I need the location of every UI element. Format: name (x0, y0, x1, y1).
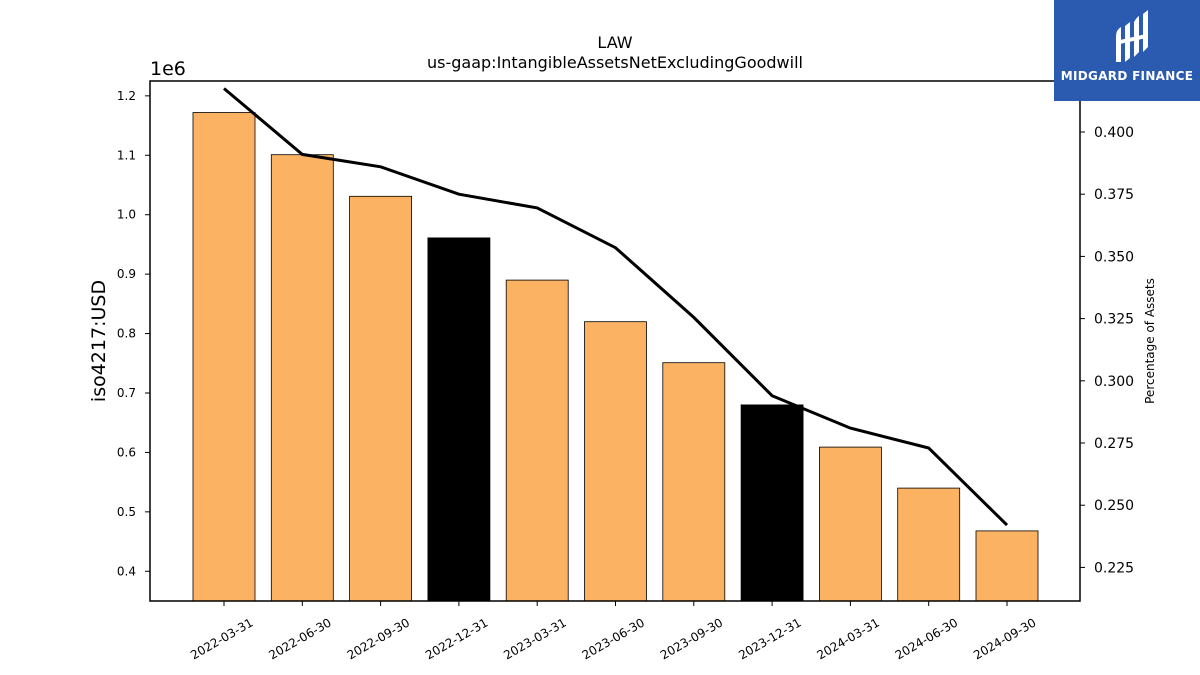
chart-subtitle: us-gaap:IntangibleAssetsNetExcludingGood… (427, 53, 803, 72)
y-tick-label: 0.5 (117, 505, 136, 519)
y2-tick-label: 0.325 (1094, 312, 1134, 328)
x-tick-label: 2022-06-30 (266, 615, 333, 662)
x-tick-label: 2023-09-30 (658, 615, 725, 662)
x-tick-label: 2024-06-30 (893, 615, 960, 662)
bar-2023-09-30 (662, 362, 726, 602)
bar-2023-03-31 (505, 279, 569, 602)
y-tick-label: 1.0 (117, 208, 136, 222)
y2-tick-label: 0.275 (1094, 436, 1134, 452)
logo-text: MIDGARD FINANCE (1060, 69, 1194, 83)
chart-title: LAW (597, 33, 632, 52)
y-tick-label: 1.2 (117, 89, 136, 103)
bar-2022-12-31 (427, 237, 491, 602)
y2-tick-label: 0.300 (1094, 374, 1134, 390)
y2-tick-label: 0.250 (1094, 498, 1134, 514)
x-tick-label: 2024-09-30 (971, 615, 1038, 662)
y-tick-label: 0.8 (117, 327, 136, 341)
x-tick-label: 2023-06-30 (580, 615, 647, 662)
bar-2022-03-31 (192, 112, 256, 602)
y2-tick-label: 0.375 (1094, 187, 1134, 203)
bar-2022-06-30 (270, 154, 334, 602)
x-tick-label: 2022-03-31 (188, 615, 255, 662)
x-axis-ticks: 2022-03-31 2022-06-30 2022-09-30 2022-12-31… (188, 601, 1039, 662)
bars-group (192, 112, 1039, 602)
y2-tick-label: 0.225 (1094, 560, 1134, 576)
bar-2022-09-30 (349, 195, 413, 602)
y2-axis-label: Percentage of Assets (1143, 278, 1157, 404)
y-tick-label: 0.4 (117, 564, 136, 578)
y-tick-label: 0.9 (117, 267, 136, 281)
percentage-line (223, 87, 1009, 527)
bar-2023-06-30 (584, 321, 647, 602)
logo-badge: MIDGARD FINANCE (1054, 0, 1200, 101)
line-group (223, 87, 1009, 527)
y2-tick-label: 0.400 (1094, 125, 1134, 141)
y-tick-label: 1.1 (117, 148, 136, 162)
bar-2024-09-30 (975, 530, 1039, 602)
bar-2024-03-31 (819, 446, 882, 602)
x-tick-label: 2023-12-31 (736, 615, 803, 662)
y2-tick-label: 0.350 (1094, 249, 1134, 265)
x-tick-label: 2022-12-31 (423, 615, 490, 662)
y2-axis-ticks: 0.225 0.250 0.275 0.300 0.325 0.350 0.375 0.400 (1080, 125, 1134, 576)
plot-frame (149, 80, 1081, 602)
y-tick-label: 0.6 (117, 445, 136, 459)
x-tick-label: 2024-03-31 (814, 615, 881, 662)
x-tick-label: 2023-03-31 (501, 615, 568, 662)
y-offset-label: 1e6 (150, 58, 186, 80)
y-tick-label: 0.7 (117, 386, 136, 400)
bar-2023-12-31 (740, 404, 804, 602)
y-axis-ticks: 0.4 0.5 0.6 0.7 0.8 0.9 1.0 1.1 1.2 (117, 89, 150, 578)
bar-2024-06-30 (897, 487, 961, 602)
y-axis-label: iso4217:USD (88, 280, 110, 402)
midgard-logo-icon (1116, 10, 1148, 62)
x-tick-label: 2022-09-30 (345, 615, 412, 662)
